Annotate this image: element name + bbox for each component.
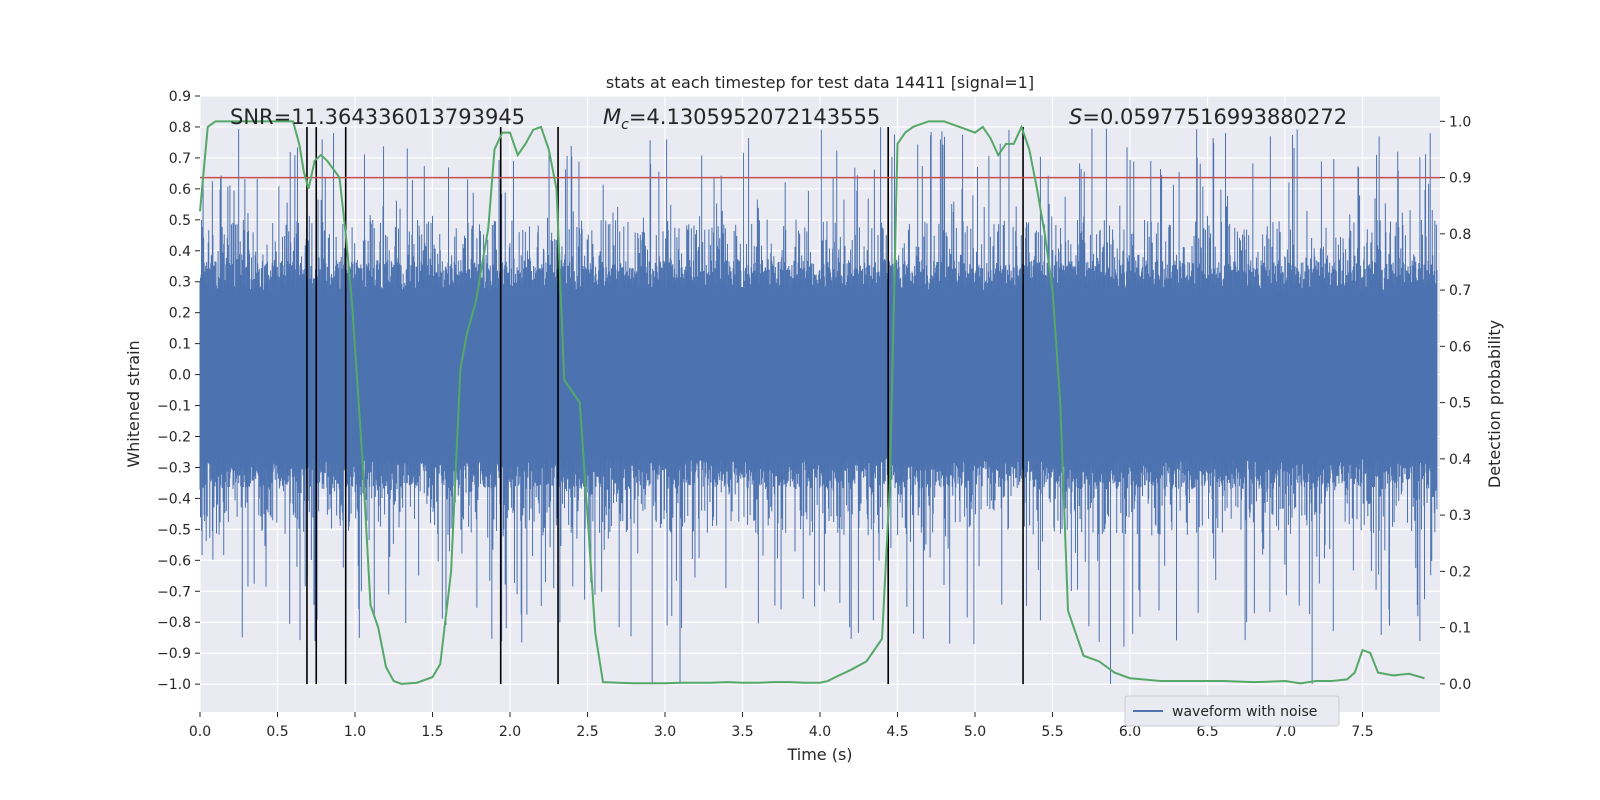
y-right-tick-label: 1.0 xyxy=(1449,114,1471,130)
y-left-tick-label: 0.2 xyxy=(169,306,191,322)
x-tick-label: 3.5 xyxy=(731,724,753,740)
y-left-tick-label: −0.4 xyxy=(157,491,191,507)
event-lines xyxy=(306,126,1024,685)
ticks: 0.0 0.5 1.0 1.5 2.0 2.5 3.0 3.5 4.0 4.5 5.0 5.5 6.0 6… xyxy=(157,89,1471,740)
y-left-tick-label: −0.1 xyxy=(157,399,191,415)
y-right-tick-label: 0.5 xyxy=(1449,396,1471,412)
x-tick-label: 0.5 xyxy=(266,724,288,740)
y-left-tick-label: 0.4 xyxy=(169,244,191,260)
waveform-series xyxy=(199,127,1438,685)
y-right-tick-label: 0.6 xyxy=(1449,339,1471,355)
s-symbol: S xyxy=(1069,105,1082,129)
x-tick-label: 5.5 xyxy=(1041,724,1063,740)
mc-annotation: Mc=4.1305952072143555 xyxy=(603,105,880,133)
probability-line xyxy=(199,120,1425,685)
y-left-tick-label: 0.0 xyxy=(169,368,191,384)
x-tick-label: 3.0 xyxy=(654,724,676,740)
s-value: =0.05977516993880272 xyxy=(1082,105,1347,129)
x-tick-label: 7.5 xyxy=(1351,724,1373,740)
y-left-tick-label: −0.9 xyxy=(157,646,191,662)
s-annotation: S=0.05977516993880272 xyxy=(1069,105,1347,129)
x-tick-label: 1.5 xyxy=(421,724,443,740)
y-left-tick-label: −0.3 xyxy=(157,460,191,476)
x-tick-label: 6.0 xyxy=(1119,724,1141,740)
x-tick-label: 2.0 xyxy=(499,724,521,740)
y-left-tick-label: 0.5 xyxy=(169,213,191,229)
y-right-tick-label: 0.9 xyxy=(1449,171,1471,187)
y-right-tick-label: 0.2 xyxy=(1449,564,1471,580)
y-right-tick-label: 0.4 xyxy=(1449,452,1471,468)
y-right-tick-label: 0.3 xyxy=(1449,508,1471,524)
y-left-tick-label: 0.7 xyxy=(169,151,191,167)
legend-label: waveform with noise xyxy=(1172,704,1317,720)
y-left-tick-label: −0.8 xyxy=(157,615,191,631)
mc-subscript: c xyxy=(621,117,629,133)
x-tick-label: 0.0 xyxy=(189,724,211,740)
x-tick-label: 6.5 xyxy=(1196,724,1218,740)
y-left-tick-label: 0.9 xyxy=(169,89,191,105)
legend: waveform with noise xyxy=(1124,695,1340,727)
x-axis-label: Time (s) xyxy=(786,745,852,764)
y-left-tick-label: −0.2 xyxy=(157,430,191,446)
y-axis-label-right: Detection probability xyxy=(1485,320,1504,488)
x-tick-label: 2.5 xyxy=(576,724,598,740)
snr-annotation: SNR=11.364336013793945 xyxy=(230,105,525,129)
y-left-tick-label: 0.1 xyxy=(169,337,191,353)
y-right-tick-label: 0.7 xyxy=(1449,283,1471,299)
mc-value: =4.1305952072143555 xyxy=(629,105,880,129)
y-left-tick-label: −0.7 xyxy=(157,584,191,600)
chart-title: stats at each timestep for test data 144… xyxy=(606,73,1034,92)
y-right-tick-label: 0.1 xyxy=(1449,621,1471,637)
y-left-tick-label: 0.8 xyxy=(169,120,191,136)
y-left-tick-label: 0.6 xyxy=(169,182,191,198)
x-tick-label: 5.0 xyxy=(964,724,986,740)
x-tick-label: 7.0 xyxy=(1274,724,1296,740)
legend-box xyxy=(1124,695,1340,727)
y-left-tick-label: −1.0 xyxy=(157,677,191,693)
y-left-tick-label: −0.6 xyxy=(157,553,191,569)
y-right-tick-label: 0.0 xyxy=(1449,677,1471,693)
y-left-tick-label: −0.5 xyxy=(157,522,191,538)
x-tick-label: 4.5 xyxy=(886,724,908,740)
x-tick-label: 1.0 xyxy=(344,724,366,740)
y-axis-label-left: Whitened strain xyxy=(124,340,143,467)
waveform-line xyxy=(199,127,1438,685)
mc-symbol: M xyxy=(603,105,621,129)
y-right-tick-label: 0.8 xyxy=(1449,227,1471,243)
probability-series xyxy=(199,120,1440,685)
x-tick-label: 4.0 xyxy=(809,724,831,740)
y-left-tick-label: 0.3 xyxy=(169,275,191,291)
